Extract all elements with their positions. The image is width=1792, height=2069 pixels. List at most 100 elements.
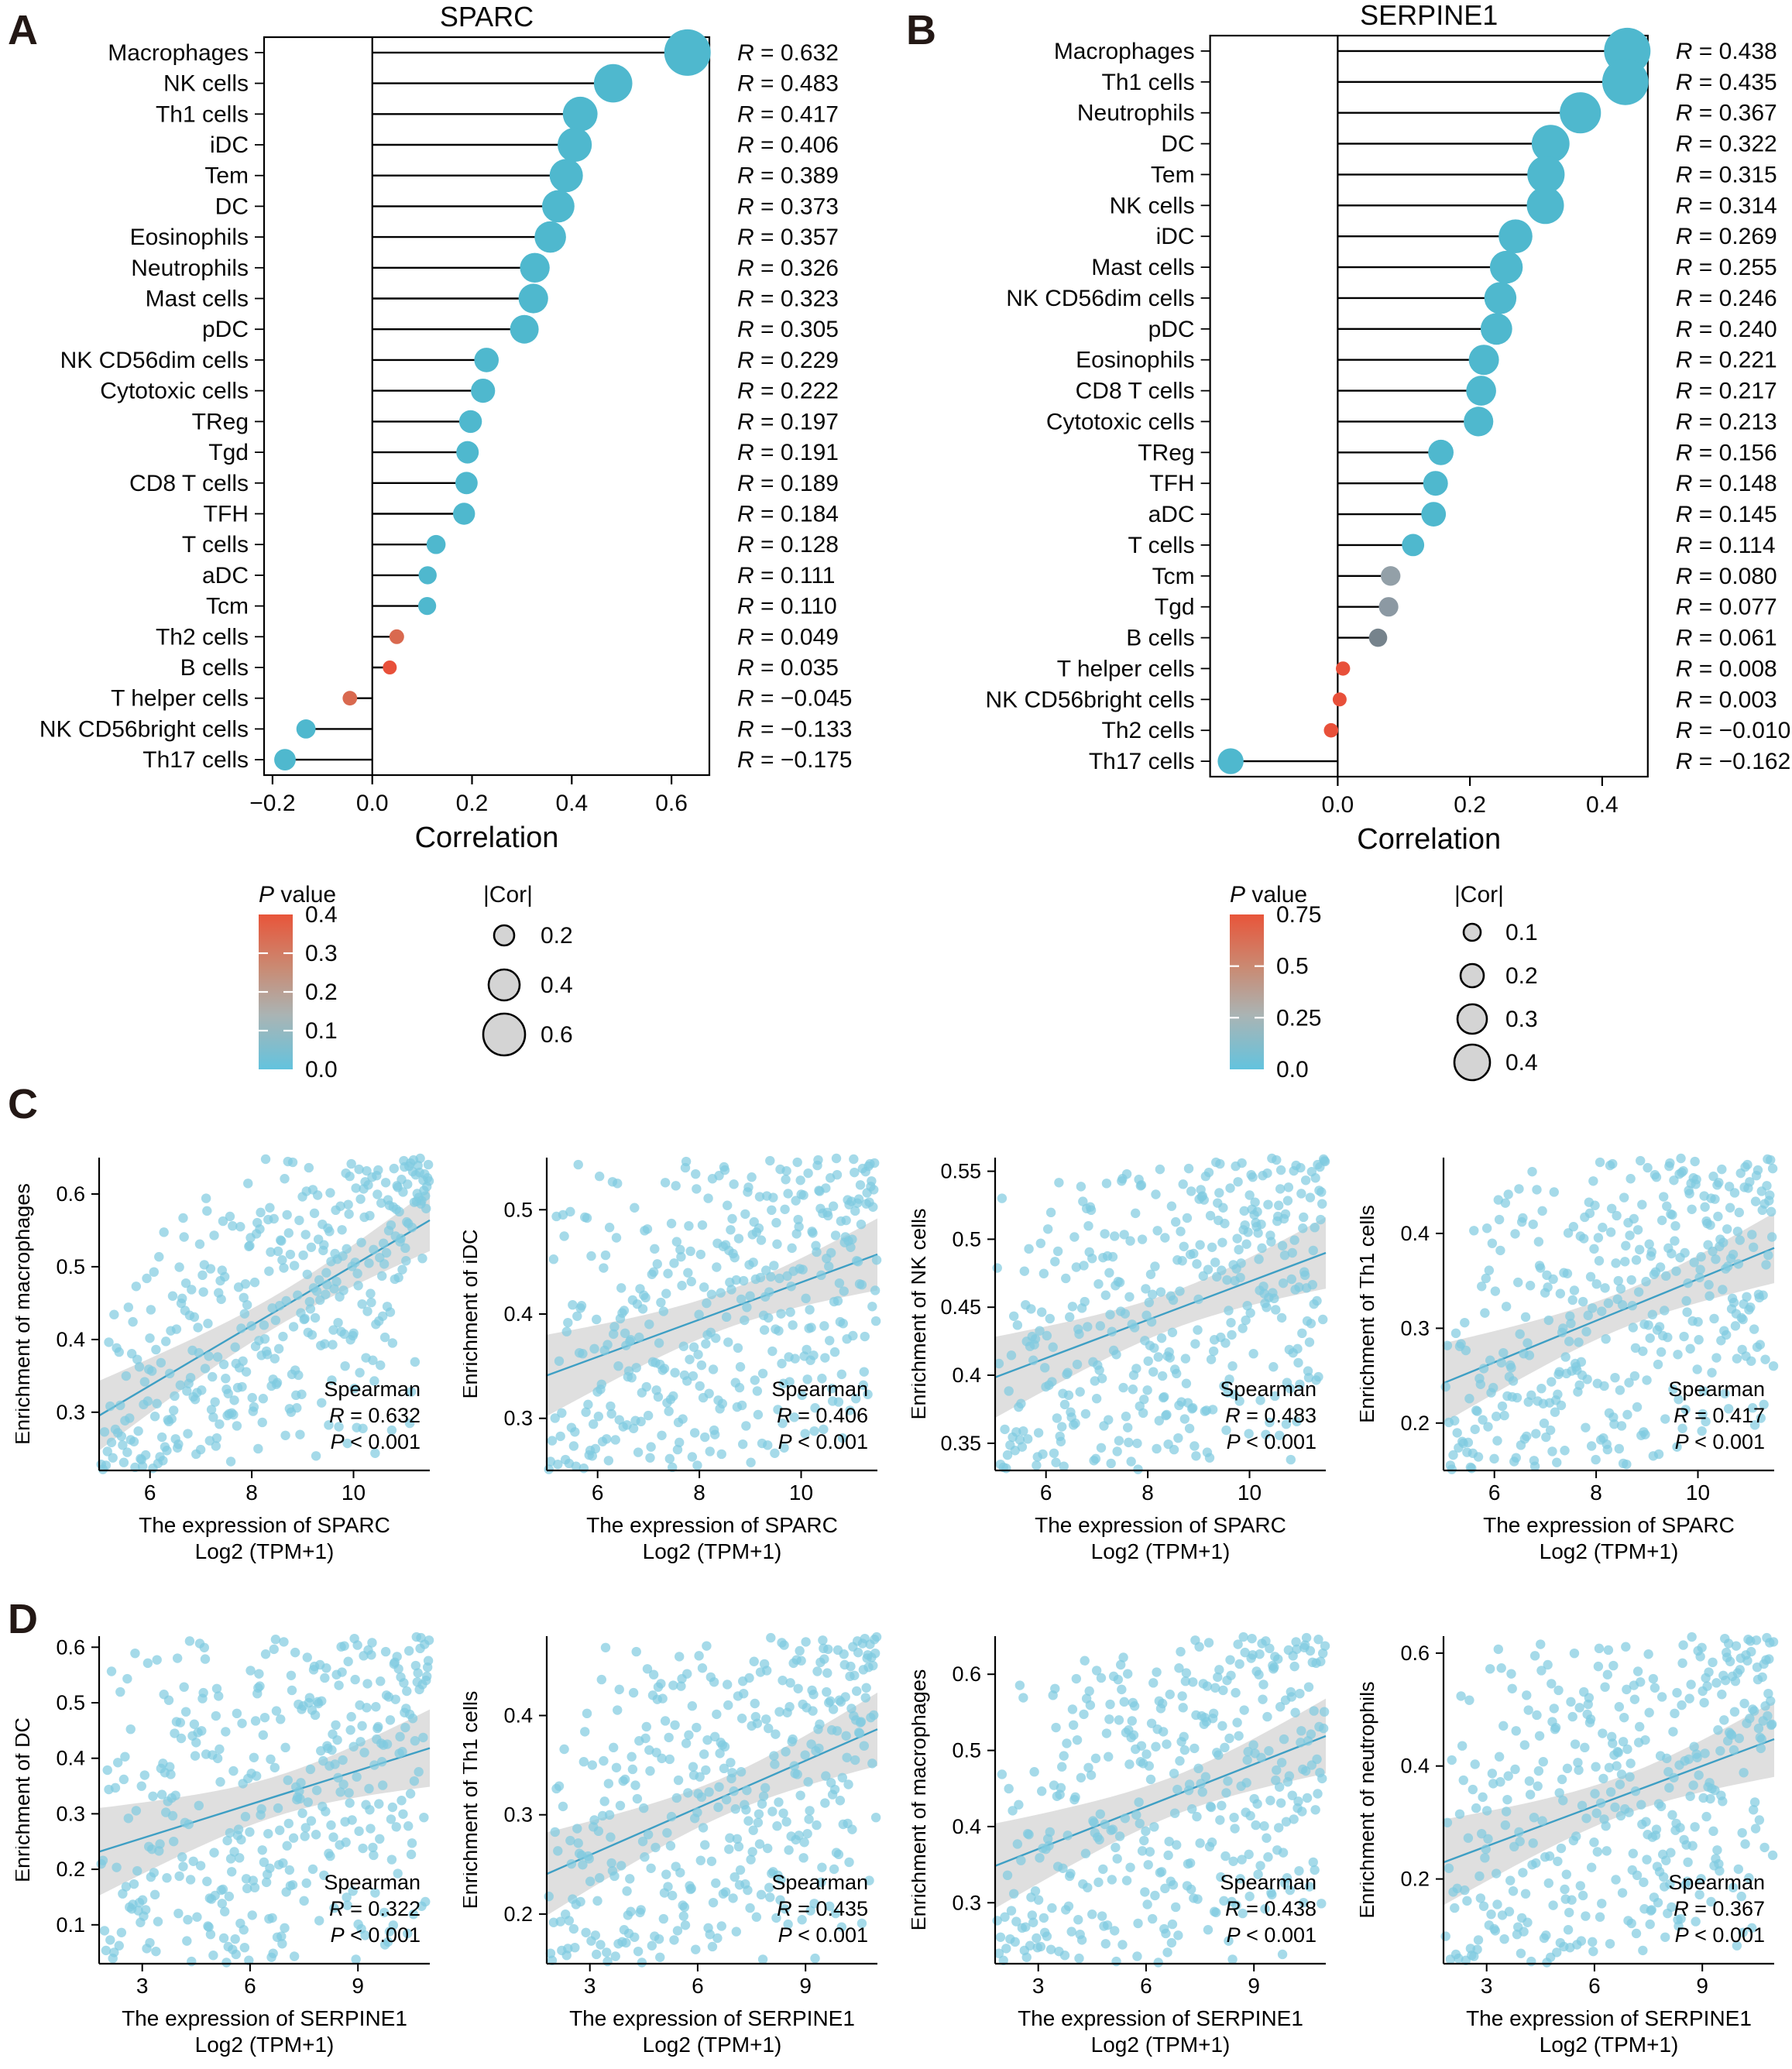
svg-text:10: 10 — [1238, 1481, 1262, 1505]
svg-text:0.35: 0.35 — [940, 1432, 981, 1455]
svg-text:R = 0.003: R = 0.003 — [1676, 687, 1777, 712]
svg-text:0.4: 0.4 — [1505, 1050, 1538, 1076]
svg-text:NK CD56bright cells: NK CD56bright cells — [985, 687, 1194, 712]
svg-text:0.3: 0.3 — [503, 1803, 533, 1827]
svg-text:Enrichment of macrophages: Enrichment of macrophages — [15, 1183, 34, 1445]
svg-text:T helper cells: T helper cells — [111, 686, 249, 712]
svg-text:B cells: B cells — [180, 655, 249, 681]
svg-text:Spearman: Spearman — [1220, 1378, 1317, 1401]
svg-text:0.2: 0.2 — [1454, 792, 1486, 818]
svg-text:R = 0.080: R = 0.080 — [1676, 564, 1777, 589]
svg-text:R = −0.045: R = −0.045 — [737, 686, 852, 712]
svg-text:The expression of SERPINE1: The expression of SERPINE1 — [1018, 2006, 1303, 2030]
svg-text:Enrichment of neutrophils: Enrichment of neutrophils — [1360, 1681, 1378, 1918]
svg-text:Spearman: Spearman — [324, 1378, 421, 1401]
svg-text:8: 8 — [693, 1481, 705, 1505]
svg-text:0.55: 0.55 — [940, 1160, 981, 1183]
svg-text:Spearman: Spearman — [1668, 1378, 1765, 1401]
svg-text:0.0: 0.0 — [1322, 792, 1354, 818]
svg-text:Enrichment of Th1 cells: Enrichment of Th1 cells — [1360, 1205, 1378, 1423]
svg-text:Log2 (TPM+1): Log2 (TPM+1) — [195, 1539, 335, 1563]
svg-text:The expression of SPARC: The expression of SPARC — [586, 1513, 838, 1537]
svg-text:R = 0.322: R = 0.322 — [329, 1897, 421, 1920]
svg-text:0.5: 0.5 — [56, 1255, 85, 1278]
svg-text:6: 6 — [1588, 1974, 1601, 1998]
svg-text:R = 0.156: R = 0.156 — [1676, 440, 1777, 465]
svg-text:0.3: 0.3 — [1400, 1316, 1430, 1340]
svg-text:0.3: 0.3 — [1505, 1007, 1538, 1032]
svg-text:0.4: 0.4 — [555, 791, 588, 816]
svg-text:0.4: 0.4 — [952, 1815, 981, 1838]
svg-text:6: 6 — [592, 1481, 604, 1505]
svg-text:R = 0.438: R = 0.438 — [1225, 1897, 1317, 1920]
svg-text:R = 0.148: R = 0.148 — [1676, 471, 1777, 496]
svg-text:R = 0.632: R = 0.632 — [737, 40, 839, 66]
svg-text:3: 3 — [1032, 1974, 1045, 1998]
svg-text:Correlation: Correlation — [1357, 823, 1501, 856]
svg-text:0.4: 0.4 — [1586, 792, 1619, 818]
svg-text:Spearman: Spearman — [771, 1871, 868, 1894]
svg-text:R = 0.326: R = 0.326 — [737, 256, 839, 281]
svg-text:Log2 (TPM+1): Log2 (TPM+1) — [1091, 1539, 1231, 1563]
svg-text:TFH: TFH — [204, 502, 249, 527]
svg-text:0.0: 0.0 — [356, 791, 389, 816]
svg-text:Spearman: Spearman — [771, 1378, 868, 1401]
svg-text:P < 0.001: P < 0.001 — [778, 1430, 868, 1453]
svg-text:−0.2: −0.2 — [249, 791, 295, 816]
svg-text:0.2: 0.2 — [503, 1903, 533, 1926]
svg-text:Log2 (TPM+1): Log2 (TPM+1) — [1540, 2033, 1679, 2057]
svg-text:R = 0.197: R = 0.197 — [737, 409, 839, 434]
svg-text:|Cor|: |Cor| — [1454, 885, 1504, 908]
svg-text:R = 0.417: R = 0.417 — [1674, 1404, 1765, 1427]
svg-text:R = 0.305: R = 0.305 — [737, 317, 839, 342]
svg-text:SPARC: SPARC — [440, 1, 534, 33]
svg-text:Spearman: Spearman — [1668, 1871, 1765, 1894]
svg-text:R = 0.246: R = 0.246 — [1676, 286, 1777, 311]
svg-text:The expression of SPARC: The expression of SPARC — [139, 1513, 390, 1537]
svg-text:R = 0.435: R = 0.435 — [777, 1897, 868, 1920]
svg-text:R = 0.406: R = 0.406 — [777, 1404, 868, 1427]
svg-text:Tgd: Tgd — [208, 440, 249, 465]
svg-text:R = 0.111: R = 0.111 — [737, 563, 835, 588]
svg-text:3: 3 — [136, 1974, 149, 1998]
svg-text:R = 0.438: R = 0.438 — [1676, 39, 1777, 64]
svg-text:Tcm: Tcm — [1152, 564, 1195, 589]
svg-text:The expression of SERPINE1: The expression of SERPINE1 — [1466, 2006, 1752, 2030]
svg-text:iDC: iDC — [210, 132, 249, 158]
svg-text:Th1 cells: Th1 cells — [156, 101, 249, 127]
svg-text:6: 6 — [1040, 1481, 1052, 1505]
svg-text:R = 0.077: R = 0.077 — [1676, 595, 1777, 620]
svg-text:DC: DC — [1161, 132, 1194, 157]
svg-text:3: 3 — [1481, 1974, 1493, 1998]
svg-text:R = −0.175: R = −0.175 — [737, 747, 852, 773]
svg-text:0.1: 0.1 — [56, 1913, 85, 1937]
svg-text:Log2 (TPM+1): Log2 (TPM+1) — [1091, 2033, 1231, 2057]
svg-text:P < 0.001: P < 0.001 — [331, 1430, 421, 1453]
svg-text:R = 0.483: R = 0.483 — [1225, 1404, 1317, 1427]
svg-text:Tcm: Tcm — [206, 594, 249, 619]
svg-text:6: 6 — [244, 1974, 256, 1998]
svg-text:0.2: 0.2 — [1400, 1412, 1430, 1435]
svg-text:0.4: 0.4 — [305, 902, 338, 928]
svg-text:0.75: 0.75 — [1276, 902, 1321, 928]
svg-text:0.3: 0.3 — [56, 1802, 85, 1825]
svg-text:Enrichment of macrophages: Enrichment of macrophages — [911, 1669, 930, 1931]
svg-text:0.0: 0.0 — [1276, 1057, 1309, 1083]
svg-text:10: 10 — [789, 1481, 813, 1505]
svg-text:R = 0.229: R = 0.229 — [737, 348, 839, 373]
svg-text:R = 0.323: R = 0.323 — [737, 287, 839, 312]
svg-text:10: 10 — [1686, 1481, 1710, 1505]
svg-text:9: 9 — [799, 1974, 812, 1998]
svg-text:0.5: 0.5 — [952, 1227, 981, 1251]
svg-text:Neutrophils: Neutrophils — [1077, 101, 1195, 126]
svg-text:Enrichment of DC: Enrichment of DC — [15, 1717, 34, 1882]
svg-text:Enrichment of iDC: Enrichment of iDC — [463, 1229, 482, 1398]
svg-text:0.5: 0.5 — [56, 1691, 85, 1714]
svg-text:3: 3 — [584, 1974, 596, 1998]
svg-text:DC: DC — [215, 194, 249, 219]
svg-text:R = −0.133: R = −0.133 — [737, 716, 852, 742]
svg-text:R = 0.128: R = 0.128 — [737, 532, 839, 558]
svg-text:0.6: 0.6 — [952, 1662, 981, 1686]
svg-text:The expression of SERPINE1: The expression of SERPINE1 — [569, 2006, 855, 2030]
svg-text:0.6: 0.6 — [655, 791, 688, 816]
